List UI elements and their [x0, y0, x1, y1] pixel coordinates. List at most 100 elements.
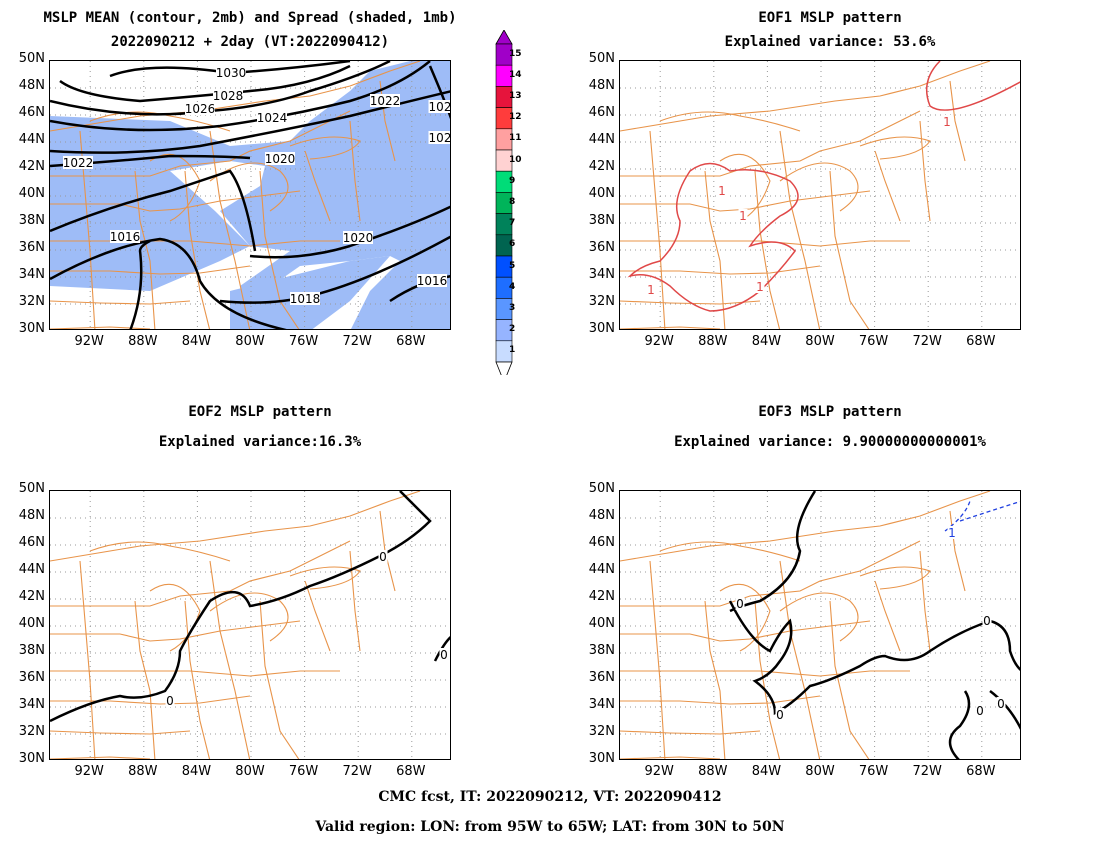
lat-label: 34N — [588, 267, 615, 282]
svg-text:0: 0 — [379, 550, 387, 564]
border-line — [919, 120, 931, 222]
lat-label: 40N — [18, 186, 45, 201]
border-line — [659, 111, 801, 132]
lat-label: 46N — [588, 105, 615, 120]
lon-label: 88W — [128, 764, 158, 779]
lon-label: 92W — [644, 764, 674, 779]
contour-line — [428, 65, 450, 120]
contour-label: 1 — [646, 283, 656, 297]
spread-region — [50, 61, 450, 329]
lon-label: 84W — [751, 764, 782, 779]
colorbar-label: 4 — [509, 281, 516, 292]
svg-text:1: 1 — [948, 526, 956, 540]
border-line — [829, 600, 870, 759]
border-line — [620, 540, 921, 607]
lon-label: 84W — [181, 764, 212, 779]
border-line — [134, 600, 156, 759]
lat-label: 38N — [18, 213, 45, 228]
footer-line2: Valid region: LON: from 95W to 65W; LAT:… — [315, 819, 785, 835]
contour-label: 1018 — [290, 292, 320, 306]
lat-label: 46N — [18, 535, 45, 550]
border-line — [779, 162, 859, 212]
colorbar-label: 14 — [509, 69, 522, 80]
colorbar-label: 9 — [509, 175, 516, 186]
footer-line1: CMC fcst, IT: 2022090212, VT: 2022090412 — [378, 789, 722, 805]
map-svg-p3: 0 0 0 — [50, 491, 450, 759]
border-line — [859, 566, 931, 590]
map-panel-eof2: 0 0 0 — [49, 490, 451, 760]
lat-label: 48N — [18, 78, 45, 93]
svg-text:0: 0 — [736, 597, 744, 611]
lat-label: 30N — [588, 321, 615, 336]
lat-label: 32N — [18, 724, 45, 739]
contour-label: 0 — [975, 704, 985, 718]
colorbar-label: 10 — [509, 154, 522, 165]
lat-label: 40N — [588, 616, 615, 631]
contour-label: 0 — [378, 550, 388, 564]
lat-label: 42N — [588, 589, 615, 604]
lon-label: 68W — [396, 334, 426, 349]
contour-label: 1 — [942, 115, 952, 129]
border-line — [89, 111, 231, 132]
border-line — [50, 670, 340, 677]
contour-label: 102 — [428, 100, 450, 114]
lon-label: 92W — [644, 334, 674, 349]
border-line — [184, 170, 211, 329]
svg-text:1016: 1016 — [417, 274, 448, 288]
svg-text:1: 1 — [943, 115, 951, 129]
lat-label: 32N — [588, 294, 615, 309]
colorbar-label: 5 — [509, 260, 516, 271]
lat-label: 42N — [588, 159, 615, 174]
svg-text:0: 0 — [166, 694, 174, 708]
svg-text:1: 1 — [756, 280, 764, 294]
border-line — [349, 550, 361, 652]
border-line — [50, 730, 191, 735]
contour-line — [433, 636, 450, 662]
border-line — [829, 170, 870, 329]
lon-label: 80W — [805, 764, 835, 779]
lat-label: 44N — [18, 132, 45, 147]
contour-label: 0 — [982, 614, 992, 628]
lat-label: 42N — [18, 159, 45, 174]
border-line — [184, 600, 211, 759]
svg-text:1020: 1020 — [265, 152, 296, 166]
border-line — [874, 580, 901, 652]
lat-label: 38N — [18, 643, 45, 658]
colorbar-label: 2 — [509, 324, 516, 335]
lat-label: 50N — [588, 51, 615, 66]
state-borders — [50, 491, 421, 759]
contour-label: 1030 — [216, 66, 246, 80]
border-line — [209, 130, 251, 329]
border-line — [649, 560, 666, 759]
border-line — [50, 61, 421, 132]
contour-line — [249, 205, 450, 259]
panel3-title-line2: Explained variance:16.3% — [158, 434, 362, 450]
lon-label: 72W — [342, 334, 372, 349]
contour-line — [948, 690, 971, 759]
colorbar-label: 6 — [509, 239, 516, 250]
colorbar-label: 13 — [509, 91, 522, 101]
colorbar-label: 15 — [509, 48, 522, 59]
border-line — [620, 670, 910, 677]
svg-text:1: 1 — [647, 283, 655, 297]
contour-line — [925, 61, 1020, 111]
border-line — [349, 120, 361, 222]
lon-label: 88W — [128, 334, 158, 349]
border-line — [859, 136, 931, 160]
svg-text:0: 0 — [983, 614, 991, 628]
lat-label: 48N — [18, 508, 45, 523]
contour-line — [728, 600, 1020, 715]
border-line — [949, 510, 966, 592]
contour-line — [50, 237, 287, 329]
lon-label: 80W — [805, 334, 835, 349]
border-line — [719, 153, 771, 222]
lat-label: 36N — [588, 670, 615, 685]
contour-label: 0 — [735, 597, 745, 611]
contour-label: 1022 — [370, 94, 400, 108]
panel4-title-line1: EOF3 MSLP pattern — [758, 404, 902, 420]
panel2-title-line1: EOF1 MSLP pattern — [758, 10, 902, 26]
lon-label: 76W — [288, 764, 319, 779]
svg-text:1016: 1016 — [110, 230, 141, 244]
